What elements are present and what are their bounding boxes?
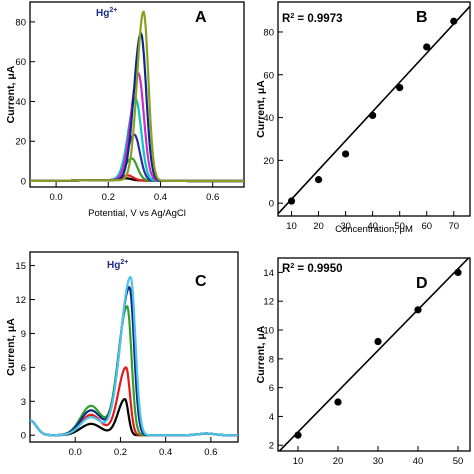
y-tick-label: 40 (263, 113, 274, 124)
y-tick-label: 80 (263, 27, 274, 38)
panel-label: D (416, 275, 428, 292)
data-point (314, 176, 323, 184)
series-line-3 (30, 133, 244, 183)
data-point (342, 150, 350, 158)
plot-frame (29, 1, 245, 188)
y-tick-label: 40 (15, 97, 26, 108)
y-tick-label: 4 (269, 412, 274, 423)
x-tick-label: 40 (367, 221, 378, 232)
x-tick-label: 0.4 (159, 447, 172, 458)
x-tick-label: 0.2 (102, 192, 115, 203)
annotation: R2 = 0.9973 (282, 13, 343, 25)
y-tick-label: 12 (263, 297, 274, 308)
plot-frame (277, 1, 471, 217)
x-tick-label: 50 (453, 456, 464, 467)
y-tick-label: 9 (21, 329, 26, 340)
data-point (423, 43, 431, 51)
series-line-2 (30, 157, 244, 183)
x-tick-label: 0.4 (154, 192, 167, 203)
y-tick-label: 20 (15, 137, 26, 148)
panel-a: 0.0 0.2 0.4 0.6 0 20 40 60 80 Current, μA Potentia… (5, 1, 245, 219)
x-tick-label: 10 (286, 221, 297, 232)
y-tick-label: 60 (15, 57, 26, 68)
y-tick-label: 12 (15, 295, 26, 306)
y-tick-label: 2 (269, 441, 274, 452)
fit-line (278, 5, 470, 215)
data-point (334, 398, 342, 406)
panel-c: 0.0 0.2 0.4 0.6 0 3 6 9 12 15 Current, μA C Hg2+ (5, 251, 239, 458)
x-tick-label: 20 (333, 456, 344, 467)
data-point (369, 111, 377, 120)
data-point (287, 197, 296, 205)
data-point (454, 268, 462, 277)
y-tick-label: 6 (21, 363, 26, 374)
data-point (294, 431, 302, 439)
x-axis-title: Potential, V vs Ag/AgCl (88, 208, 186, 219)
panel-label: A (195, 9, 207, 26)
y-tick-label: 6 (269, 383, 274, 394)
x-tick-label: 0.6 (206, 192, 219, 203)
y-tick-label: 0 (21, 177, 26, 188)
y-tick-label: 80 (15, 17, 26, 28)
y-tick-label: 20 (263, 156, 274, 167)
annotation: R2 = 0.9950 (282, 263, 343, 275)
series-line-6 (30, 32, 244, 183)
x-tick-label: 20 (313, 221, 324, 232)
plot-frame (29, 251, 239, 443)
y-tick-label: 0 (21, 431, 26, 442)
x-tick-label: 40 (413, 456, 424, 467)
panel-b: 10 20 30 40 50 60 70 0 20 40 60 80 Current, μA Concen… (255, 1, 471, 235)
panel-label: C (195, 273, 207, 290)
y-tick-label: 14 (263, 268, 274, 279)
y-tick-label: 10 (263, 326, 274, 337)
data-point (396, 84, 404, 92)
y-axis-title: Current, μA (255, 325, 267, 383)
y-axis-title: Current, μA (255, 80, 267, 138)
x-tick-label: 10 (293, 456, 304, 467)
y-axis-title: Current, μA (5, 318, 17, 376)
x-tick-label: 50 (394, 221, 405, 232)
data-point (414, 306, 422, 314)
annotation: Hg2+ (107, 259, 128, 271)
plot-frame (277, 257, 471, 452)
x-tick-label: 0.6 (204, 447, 217, 458)
x-tick-label: 30 (373, 456, 384, 467)
x-tick-label: 0.0 (49, 192, 62, 203)
y-tick-label: 60 (263, 70, 274, 81)
x-tick-label: 0.2 (114, 447, 127, 458)
panel-label: B (416, 9, 428, 26)
y-tick-label: 3 (21, 397, 26, 408)
panel-d: 10 20 30 40 50 2 4 6 8 10 12 14 Current, μA D R2 = 0.9… (255, 257, 471, 467)
y-tick-label: 0 (269, 199, 274, 210)
x-axis-title: Concentration, μM (335, 224, 413, 235)
fit-line (278, 258, 470, 451)
data-point (450, 17, 458, 25)
y-axis-title: Current, μA (5, 65, 17, 123)
annotation: Hg2+ (96, 7, 117, 19)
series-line-7 (30, 10, 244, 183)
series-line-4 (30, 275, 238, 437)
x-tick-label: 60 (421, 221, 432, 232)
y-tick-label: 8 (269, 354, 274, 365)
data-point (374, 337, 382, 346)
y-tick-label: 15 (15, 261, 26, 272)
x-tick-label: 30 (340, 221, 351, 232)
x-tick-label: 70 (448, 221, 459, 232)
x-tick-label: 0.0 (69, 447, 82, 458)
